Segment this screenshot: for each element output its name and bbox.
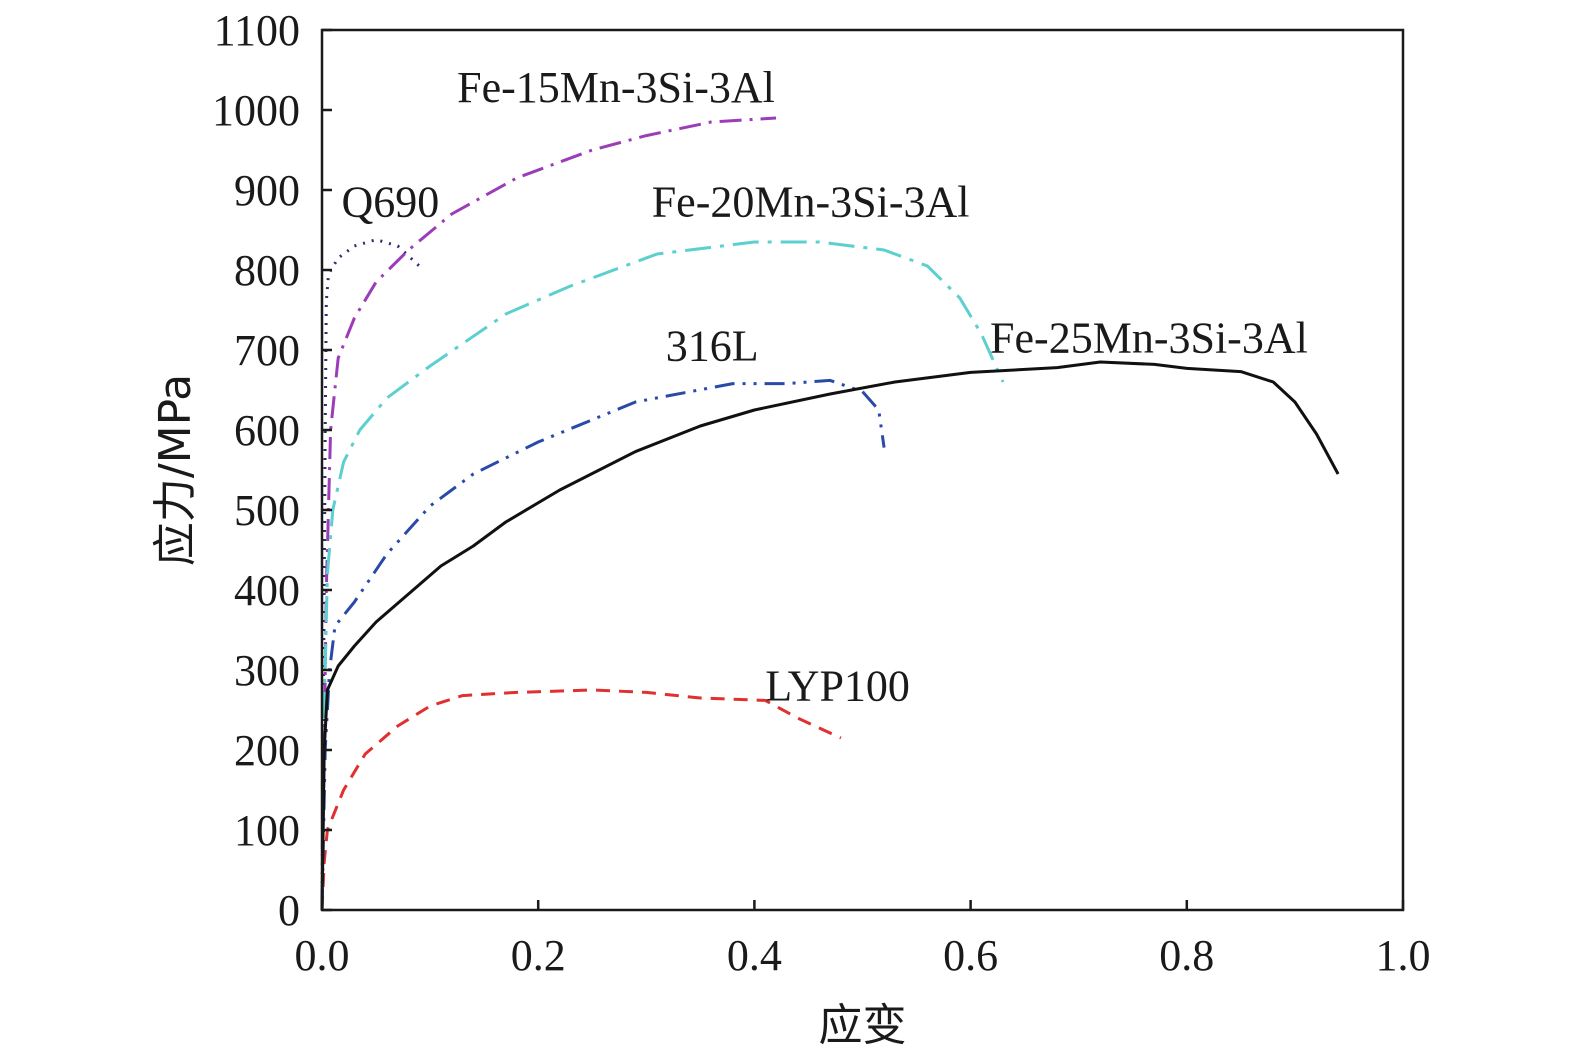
series-line-fe-25mn-3si-3al (320, 360, 1340, 911)
series-label-lyp100: LYP100 (765, 661, 910, 710)
series-line-316l (320, 378, 886, 911)
y-tick-label: 1100 (214, 6, 300, 55)
x-tick-label: 0.0 (295, 931, 350, 980)
y-tick-label: 1000 (212, 86, 300, 135)
series-labels: Fe-15Mn-3Si-3Al Q690 Fe-20Mn-3Si-3Al Fe-25M… (341, 63, 1307, 710)
y-tick-label: 700 (234, 326, 300, 375)
series-layer (320, 116, 1340, 911)
x-tick-label: 0.6 (943, 931, 998, 980)
y-tick-label: 600 (234, 406, 300, 455)
series-label-fe-20mn-3si-3al: Fe-20Mn-3Si-3Al (652, 177, 970, 226)
series-line-fe-15mn-3si-3al (320, 116, 777, 911)
y-tick-label: 400 (234, 566, 300, 615)
y-axis-title: 应力/MPa (150, 374, 201, 566)
x-tick-label: 1.0 (1376, 931, 1431, 980)
x-axis-title: 应变 (819, 1000, 907, 1051)
y-tick-label: 800 (234, 246, 300, 295)
y-tick-label: 0 (278, 886, 300, 935)
series-label-fe-15mn-3si-3al: Fe-15Mn-3Si-3Al (457, 63, 775, 112)
series-line-fe-20mn-3si-3al (320, 240, 1005, 911)
series-label-fe-25mn-3si-3al: Fe-25Mn-3Si-3Al (990, 313, 1308, 362)
x-tick-label: 0.4 (727, 931, 782, 980)
y-tick-label: 200 (234, 726, 300, 775)
x-tick-label: 0.8 (1159, 931, 1214, 980)
plot-area-frame (320, 28, 1405, 912)
series-line-lyp100 (320, 688, 842, 911)
y-tick-label: 900 (234, 166, 300, 215)
axis-ticks: 0.0 0.2 0.4 0.6 0.8 1.0 0 100 200 300 400 500 600 700… (212, 6, 1431, 980)
x-tick-label: 0.2 (511, 931, 566, 980)
series-label-q690: Q690 (341, 177, 439, 226)
series-label-316l: 316L (666, 321, 759, 370)
y-tick-label: 500 (234, 486, 300, 535)
y-tick-label: 300 (234, 646, 300, 695)
y-tick-label: 100 (234, 806, 300, 855)
